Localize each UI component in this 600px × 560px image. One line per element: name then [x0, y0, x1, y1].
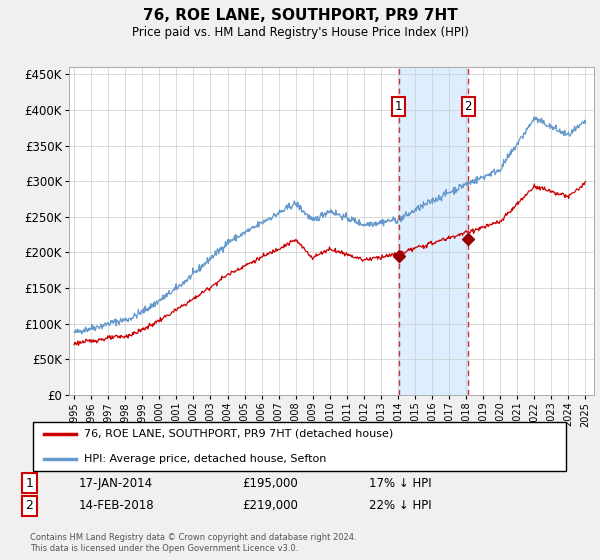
Text: 76, ROE LANE, SOUTHPORT, PR9 7HT: 76, ROE LANE, SOUTHPORT, PR9 7HT [143, 8, 457, 24]
Text: 22% ↓ HPI: 22% ↓ HPI [369, 499, 432, 512]
Text: This data is licensed under the Open Government Licence v3.0.: This data is licensed under the Open Gov… [30, 544, 298, 553]
Text: £219,000: £219,000 [242, 499, 298, 512]
Text: 76, ROE LANE, SOUTHPORT, PR9 7HT (detached house): 76, ROE LANE, SOUTHPORT, PR9 7HT (detach… [84, 429, 393, 439]
Text: 1: 1 [395, 100, 403, 113]
Text: £195,000: £195,000 [242, 477, 298, 490]
FancyBboxPatch shape [33, 422, 566, 471]
Text: 2: 2 [464, 100, 472, 113]
Text: HPI: Average price, detached house, Sefton: HPI: Average price, detached house, Seft… [84, 454, 326, 464]
Text: 2: 2 [25, 499, 33, 512]
Text: Contains HM Land Registry data © Crown copyright and database right 2024.: Contains HM Land Registry data © Crown c… [30, 533, 356, 542]
Text: 17-JAN-2014: 17-JAN-2014 [78, 477, 152, 490]
Text: 1: 1 [25, 477, 33, 490]
Text: 17% ↓ HPI: 17% ↓ HPI [369, 477, 432, 490]
Text: Price paid vs. HM Land Registry's House Price Index (HPI): Price paid vs. HM Land Registry's House … [131, 26, 469, 39]
Text: 14-FEB-2018: 14-FEB-2018 [78, 499, 154, 512]
Bar [398, 67, 468, 395]
